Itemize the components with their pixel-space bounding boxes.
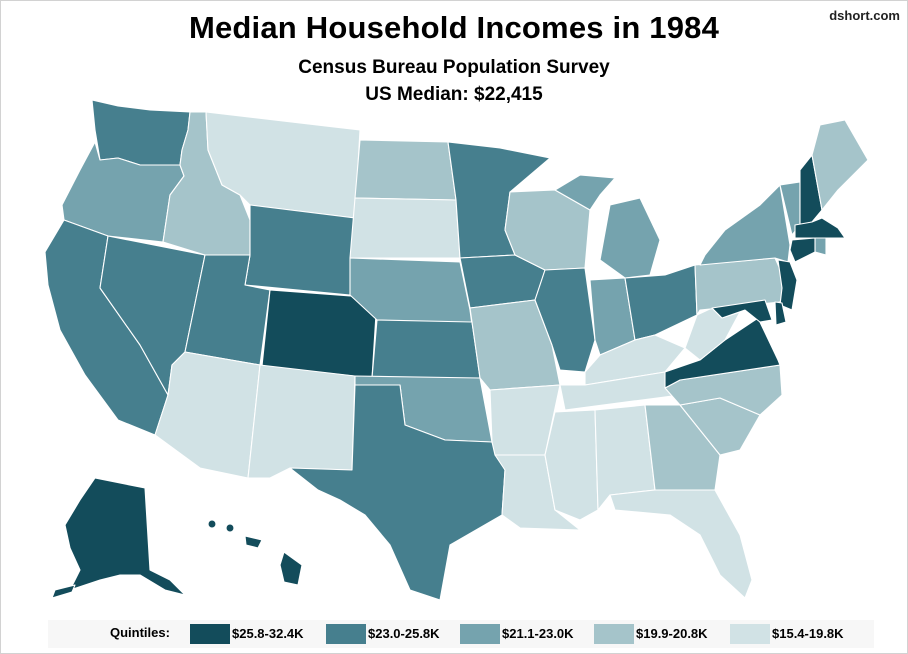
state-nh (799, 154, 823, 226)
legend-label-3: $21.1-23.0K (502, 626, 574, 641)
state-mi (599, 197, 661, 279)
state-hi-kauai (207, 519, 217, 529)
legend-label-2: $23.0-25.8K (368, 626, 440, 641)
state-sd (349, 197, 461, 259)
map-title: Median Household Incomes in 1984 (188, 10, 720, 45)
state-nm (247, 364, 356, 479)
legend-swatch-1 (190, 624, 230, 644)
state-fl (609, 489, 753, 599)
us-median-label: US Median: $22,415 (365, 84, 543, 105)
state-ct (789, 237, 816, 263)
legend-swatch-4 (594, 624, 634, 644)
legend-swatch-3 (460, 624, 500, 644)
state-tx (289, 384, 506, 601)
state-ri (814, 237, 827, 256)
state-ma (794, 217, 846, 239)
legend-label-1: $25.8-32.4K (232, 626, 304, 641)
state-me (811, 119, 869, 211)
map-subtitle: Census Bureau Population Survey (298, 57, 610, 78)
legend-title: Quintiles: (110, 625, 170, 640)
legend-label-4: $19.9-20.8K (636, 626, 708, 641)
legend-label-5: $15.4-19.8K (772, 626, 844, 641)
state-ak (64, 477, 186, 596)
state-hi-oahu (225, 523, 235, 533)
state-ks (371, 319, 481, 379)
state-nj (777, 259, 798, 311)
legend-swatch-5 (730, 624, 770, 644)
state-il (534, 267, 596, 373)
state-az (154, 351, 261, 479)
legend: Quintiles: $25.8-32.4K $23.0-25.8K $21.1… (48, 620, 874, 648)
state-ak-isle (51, 584, 76, 599)
state-nd (354, 139, 457, 201)
state-hi-maui (244, 535, 263, 549)
state-hi-big (279, 551, 303, 586)
state-de (774, 301, 787, 326)
state-ny (699, 184, 791, 266)
state-mi-up (554, 174, 616, 211)
state-ga (644, 404, 721, 491)
state-wy (244, 204, 356, 296)
state-md (711, 299, 773, 323)
state-wa (91, 99, 191, 166)
credit-label: dshort.com (829, 8, 900, 23)
legend-swatch-2 (326, 624, 366, 644)
